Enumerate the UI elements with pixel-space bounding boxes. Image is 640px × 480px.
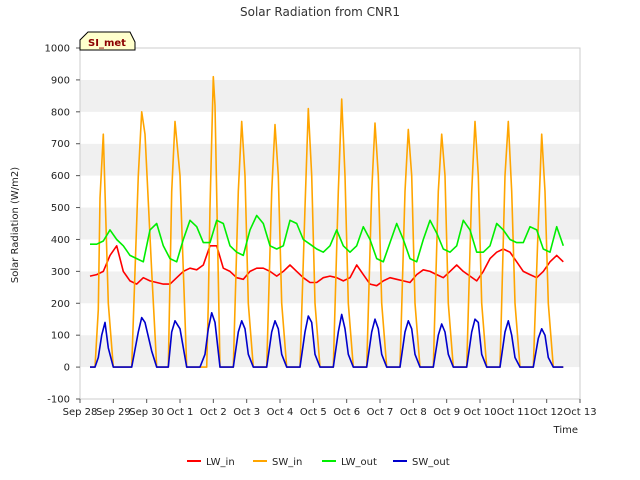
legend-label: SW_out [412, 457, 450, 468]
x-tick-label: Oct 9 [433, 407, 460, 418]
series-line-sw-out [90, 311, 564, 368]
legend-item-sw-in: SW_in [253, 457, 302, 468]
y-tick-label: 300 [51, 267, 70, 278]
grid-band [80, 303, 580, 336]
grid-band [80, 335, 580, 368]
y-tick-label: 400 [51, 235, 70, 246]
x-tick-label: Oct 7 [367, 407, 394, 418]
grid-band [80, 367, 580, 399]
station-badge: SI_met [79, 31, 136, 51]
y-tick-label: -100 [47, 395, 70, 406]
x-tick-label: Oct 13 [563, 407, 596, 418]
grid-band [80, 111, 580, 144]
chart-title: Solar Radiation from CNR1 [240, 5, 400, 19]
y-axis: -100 0 100 200 300 400 500 600 700 800 900 1000 [45, 44, 80, 406]
y-tick-label: 1000 [45, 44, 70, 55]
x-tick-label: Oct 4 [267, 407, 294, 418]
badge-label: SI_met [88, 38, 126, 49]
x-tick-label: Oct 3 [233, 407, 260, 418]
y-axis-title: Solar Radiation (W/m2) [10, 167, 21, 283]
y-tick-label: 900 [51, 75, 70, 86]
plot-area [79, 47, 581, 400]
y-tick-label: 600 [51, 171, 70, 182]
y-tick-label: 100 [51, 331, 70, 342]
legend-label: SW_in [272, 457, 302, 468]
x-tick-label: Sep 29 [96, 407, 131, 418]
grid-band [80, 175, 580, 208]
x-tick-label: Sep 28 [63, 407, 98, 418]
series-line-lw-out [90, 214, 565, 263]
plot-bands [80, 48, 580, 399]
grid-band [80, 143, 580, 176]
legend-item-lw-in: LW_in [187, 457, 235, 468]
x-tick-label: Sep 30 [129, 407, 164, 418]
x-tick-label: Oct 8 [400, 407, 427, 418]
y-tick-label: 500 [51, 203, 70, 214]
x-axis-title: Time [553, 425, 578, 436]
series-line-lw-in [89, 245, 564, 287]
y-tick-label: 0 [64, 363, 70, 374]
series-lines [89, 75, 565, 368]
grid-band [80, 79, 580, 112]
legend-item-sw-out: SW_out [393, 457, 450, 468]
y-tick-label: 800 [51, 107, 70, 118]
x-tick-label: Oct 12 [530, 407, 563, 418]
y-tick-label: 200 [51, 299, 70, 310]
x-tick-label: Oct 5 [300, 407, 327, 418]
legend-label: LW_in [206, 457, 235, 468]
legend: LW_in SW_in LW_out SW_out [187, 457, 450, 468]
legend-label: LW_out [341, 457, 377, 468]
x-tick-label: Oct 1 [167, 407, 194, 418]
badge-shape [79, 31, 136, 51]
x-tick-label: Oct 10 [463, 407, 496, 418]
x-tick-label: Oct 2 [200, 407, 227, 418]
legend-item-lw-out: LW_out [322, 457, 377, 468]
y-tick-label: 700 [51, 139, 70, 150]
x-tick-label: Oct 6 [333, 407, 360, 418]
grid-band [80, 207, 580, 240]
x-tick-label: Oct 11 [497, 407, 530, 418]
grid-band [80, 48, 580, 80]
